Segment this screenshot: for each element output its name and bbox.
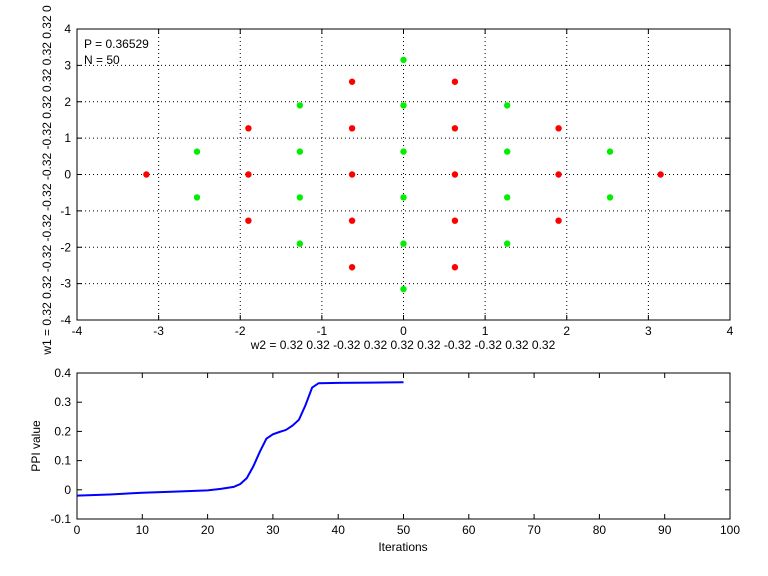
line-plot: 0 10 20 30 40 50 60 70 80 90 100-0.100.10.20.30.4 … xyxy=(29,366,740,554)
scatter-point-green xyxy=(296,194,304,201)
scatter-point-red xyxy=(245,171,252,178)
scatter-xtick-label: -4 xyxy=(72,324,83,338)
scatter-point-green xyxy=(193,148,201,155)
scatter-point-green xyxy=(503,102,511,109)
scatter-point-green xyxy=(606,148,614,155)
scatter-points xyxy=(143,56,664,293)
scatter-ytick-label: -3 xyxy=(60,277,71,291)
scatter-plot: -4 -3 -2 -1 0 1 2 3 4 -4 -3 -2 -1 0 1 2 3 4 P = 0.36529 N… xyxy=(40,5,734,356)
line-ytick-label: -0.1 xyxy=(50,512,71,526)
scatter-ytick-label: 3 xyxy=(64,58,71,72)
scatter-ytick-label: 1 xyxy=(64,131,71,145)
scatter-grid xyxy=(77,29,730,320)
scatter-ytick-label: 4 xyxy=(64,22,71,36)
scatter-xtick-label: 2 xyxy=(563,324,570,338)
scatter-point-green xyxy=(296,240,304,247)
scatter-xtick-label: -1 xyxy=(317,324,328,338)
line-ytick-label: 0.1 xyxy=(54,454,71,468)
scatter-xtick-label: 4 xyxy=(727,324,734,338)
line-xtick-label: 100 xyxy=(720,523,740,537)
series-line-ppi xyxy=(76,381,404,497)
scatter-xtick-label: 3 xyxy=(645,324,652,338)
scatter-point-red xyxy=(245,217,252,224)
line-xtick-label: 0 xyxy=(74,523,81,537)
line-ytick-label: 0.2 xyxy=(54,424,71,438)
scatter-ylabel: w1 = 0.32 0.32 -0.32 -0.32 -0.32 -0.32 -… xyxy=(40,5,54,356)
line-ytick-label: 0.3 xyxy=(54,395,71,409)
scatter-point-red xyxy=(451,125,459,132)
line-xtick-label: 90 xyxy=(658,523,672,537)
line-ytick-label: 0 xyxy=(64,483,71,497)
scatter-point-green xyxy=(503,148,511,155)
scatter-xtick-label: 0 xyxy=(400,324,407,338)
scatter-plot-area xyxy=(76,28,731,321)
scatter-xtick-label: -3 xyxy=(153,324,164,338)
scatter-point-green xyxy=(503,240,511,247)
scatter-point-green xyxy=(400,102,407,109)
line-xlabel: Iterations xyxy=(378,540,427,554)
line-xtick-label: 80 xyxy=(593,523,607,537)
scatter-point-red xyxy=(451,78,459,85)
scatter-ticks: -4 -3 -2 -1 0 1 2 3 4 -4 -3 -2 -1 0 1 2 3 4 xyxy=(60,22,733,338)
line-ytick-label: 0.4 xyxy=(54,366,71,380)
scatter-point-green xyxy=(400,240,407,247)
scatter-point-green xyxy=(400,56,407,64)
scatter-point-green xyxy=(400,285,407,293)
scatter-point-green xyxy=(296,102,304,109)
scatter-point-green xyxy=(193,194,201,201)
scatter-ytick-label: -1 xyxy=(60,204,71,218)
scatter-xtick-label: -2 xyxy=(235,324,246,338)
line-ylabel: PPI value xyxy=(29,420,43,472)
line-plot-area xyxy=(76,372,731,520)
scatter-ytick-label: 0 xyxy=(64,168,71,182)
scatter-point-red xyxy=(348,217,356,224)
scatter-point-green xyxy=(296,148,304,155)
scatter-point-red xyxy=(555,171,562,178)
scatter-annotation-p: P = 0.36529 xyxy=(84,37,149,51)
line-xtick-label: 40 xyxy=(332,523,346,537)
scatter-point-green xyxy=(503,194,511,201)
line-xtick-label: 60 xyxy=(462,523,476,537)
scatter-point-red xyxy=(657,171,664,178)
scatter-point-red xyxy=(143,171,150,178)
line-xtick-label: 50 xyxy=(397,523,411,537)
line-xtick-label: 70 xyxy=(527,523,541,537)
scatter-annotation-n: N = 50 xyxy=(84,53,120,67)
scatter-point-red xyxy=(555,217,562,224)
line-ticks: 0 10 20 30 40 50 60 70 80 90 100-0.100.10.20.30.4 xyxy=(50,366,740,537)
scatter-point-red xyxy=(555,125,562,132)
scatter-point-red xyxy=(348,171,356,178)
scatter-point-green xyxy=(606,194,614,201)
scatter-point-red xyxy=(348,264,356,271)
scatter-ytick-label: -2 xyxy=(60,240,71,254)
scatter-point-red xyxy=(245,125,252,132)
scatter-xlabel: w2 = 0.32 0.32 -0.32 0.32 0.32 0.32 -0.3… xyxy=(250,338,556,352)
scatter-point-green xyxy=(400,194,407,201)
scatter-ytick-label: 2 xyxy=(64,95,71,109)
scatter-point-red xyxy=(451,264,459,271)
scatter-point-red xyxy=(348,78,356,85)
scatter-point-red xyxy=(348,125,356,132)
scatter-point-red xyxy=(451,217,459,224)
line-xtick-label: 10 xyxy=(136,523,150,537)
scatter-point-green xyxy=(400,148,407,155)
scatter-ytick-label: -4 xyxy=(60,313,71,327)
scatter-xtick-label: 1 xyxy=(482,324,489,338)
line-xtick-label: 30 xyxy=(266,523,280,537)
line-xtick-label: 20 xyxy=(201,523,215,537)
scatter-point-red xyxy=(451,171,459,178)
